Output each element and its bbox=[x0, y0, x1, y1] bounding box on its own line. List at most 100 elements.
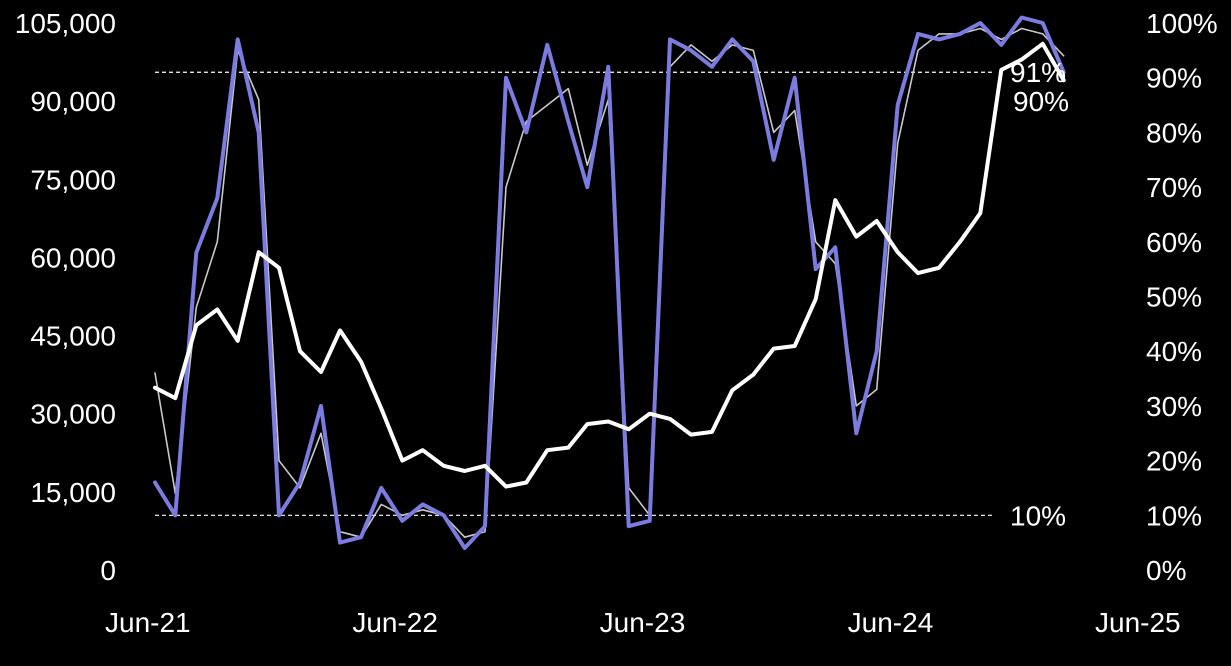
oscillator-point bbox=[834, 246, 836, 248]
smoothed-point bbox=[422, 509, 424, 511]
smoothed-point bbox=[154, 372, 156, 374]
oscillator-point bbox=[917, 33, 919, 35]
oscillator-point bbox=[752, 60, 754, 62]
smoothed-point bbox=[195, 306, 197, 308]
smoothed-point bbox=[938, 33, 940, 35]
right-y-tick-label: 10% bbox=[1146, 500, 1202, 531]
price-point bbox=[216, 308, 218, 311]
oscillator-point bbox=[690, 49, 692, 52]
oscillator-point bbox=[1042, 22, 1044, 24]
smoothed-point bbox=[690, 44, 692, 46]
right-y-tick-label: 80% bbox=[1146, 117, 1202, 148]
smoothed-point bbox=[546, 104, 548, 106]
price-point bbox=[258, 251, 260, 253]
left-y-tick-label: 30,000 bbox=[30, 399, 116, 430]
oscillator-point bbox=[1021, 16, 1023, 19]
right-y-tick-label: 100% bbox=[1146, 8, 1218, 39]
oscillator-point bbox=[959, 33, 961, 35]
right-y-tick-label: 50% bbox=[1146, 282, 1202, 313]
smoothed-point bbox=[258, 99, 260, 101]
price-point bbox=[339, 329, 341, 331]
smoothed-point bbox=[320, 432, 322, 434]
smoothed-point bbox=[815, 241, 817, 243]
oscillator-point bbox=[320, 405, 322, 407]
left-y-tick-label: 60,000 bbox=[30, 242, 116, 273]
price-point bbox=[278, 267, 280, 269]
price-point bbox=[422, 449, 424, 451]
oscillator-point bbox=[195, 252, 197, 254]
left-y-axis: 0 15,000 30,000 45,000 60,000 75,000 90,000 105… bbox=[15, 8, 116, 586]
oscillator-point bbox=[154, 481, 156, 484]
smoothed-point bbox=[380, 503, 382, 505]
smoothed-point bbox=[752, 49, 754, 52]
price-point bbox=[855, 236, 857, 238]
right-y-axis: 0% 10% 20% 30% 40% 50% 60% 70% 80% 90% 100% bbox=[1146, 8, 1218, 586]
oscillator-point bbox=[216, 197, 218, 199]
price-point bbox=[174, 397, 176, 399]
oscillator-point bbox=[1063, 71, 1065, 73]
oscillator-point bbox=[299, 481, 301, 484]
oscillator-point bbox=[339, 542, 341, 544]
price-point bbox=[794, 345, 796, 347]
oscillator-point bbox=[855, 432, 857, 434]
right-y-tick-label: 20% bbox=[1146, 446, 1202, 477]
x-tick-label: Jun-24 bbox=[848, 607, 934, 638]
price-point bbox=[649, 413, 651, 415]
oscillator-point bbox=[360, 536, 362, 538]
right-y-tick-label: 60% bbox=[1146, 227, 1202, 258]
price-point bbox=[876, 220, 878, 222]
smoothed-point bbox=[979, 27, 981, 30]
oscillator-point bbox=[484, 525, 486, 527]
smoothed-point bbox=[711, 60, 713, 62]
oscillator-point bbox=[174, 514, 176, 516]
price-point bbox=[669, 418, 671, 420]
price-point bbox=[464, 470, 466, 472]
smoothed-point bbox=[897, 142, 899, 144]
oscillator-point bbox=[815, 268, 817, 270]
price-point bbox=[484, 465, 486, 467]
smoothed-point bbox=[586, 164, 588, 166]
price-point bbox=[815, 298, 817, 300]
smoothed-point bbox=[464, 536, 466, 538]
oscillator-point bbox=[422, 503, 424, 505]
oscillator-point bbox=[649, 520, 651, 522]
smoothed-point bbox=[1000, 38, 1002, 41]
left-y-tick-label: 15,000 bbox=[30, 477, 116, 508]
price-point bbox=[401, 460, 403, 462]
price-series bbox=[153, 41, 1066, 489]
smoothed-point bbox=[299, 487, 301, 489]
price-point bbox=[834, 199, 836, 201]
price-point bbox=[959, 241, 961, 243]
x-tick-label: Jun-25 bbox=[1095, 607, 1181, 638]
price-point bbox=[299, 350, 301, 352]
smoothed-point bbox=[794, 109, 796, 112]
price-point bbox=[195, 324, 197, 326]
oscillator-point bbox=[380, 487, 382, 489]
price-point bbox=[938, 267, 940, 269]
x-tick-label: Jun-23 bbox=[600, 607, 686, 638]
oscillator-point bbox=[897, 104, 899, 106]
oscillator-point bbox=[525, 131, 527, 133]
price-point bbox=[690, 434, 692, 436]
right-y-tick-label: 90% bbox=[1146, 63, 1202, 94]
price-point bbox=[1021, 58, 1023, 61]
oscillator-point bbox=[237, 38, 239, 41]
oscillator-point bbox=[773, 159, 775, 161]
left-y-tick-label: 105,000 bbox=[15, 8, 116, 39]
oscillator-point bbox=[278, 514, 280, 516]
x-tick-label: Jun-22 bbox=[352, 607, 438, 638]
oscillator-point bbox=[794, 77, 796, 79]
smoothed-point bbox=[1063, 55, 1065, 57]
oscillator-line bbox=[153, 15, 1066, 551]
oscillator-point bbox=[938, 38, 940, 41]
reference-line-label: 10% bbox=[1010, 500, 1066, 531]
smoothed-point bbox=[484, 531, 486, 533]
oscillator-point bbox=[669, 38, 671, 41]
price-point bbox=[1000, 69, 1002, 71]
price-point bbox=[586, 423, 588, 425]
oscillator-point bbox=[1000, 44, 1002, 46]
smoothed-point bbox=[505, 186, 507, 188]
price-point bbox=[154, 387, 156, 389]
price-point bbox=[1063, 79, 1065, 81]
